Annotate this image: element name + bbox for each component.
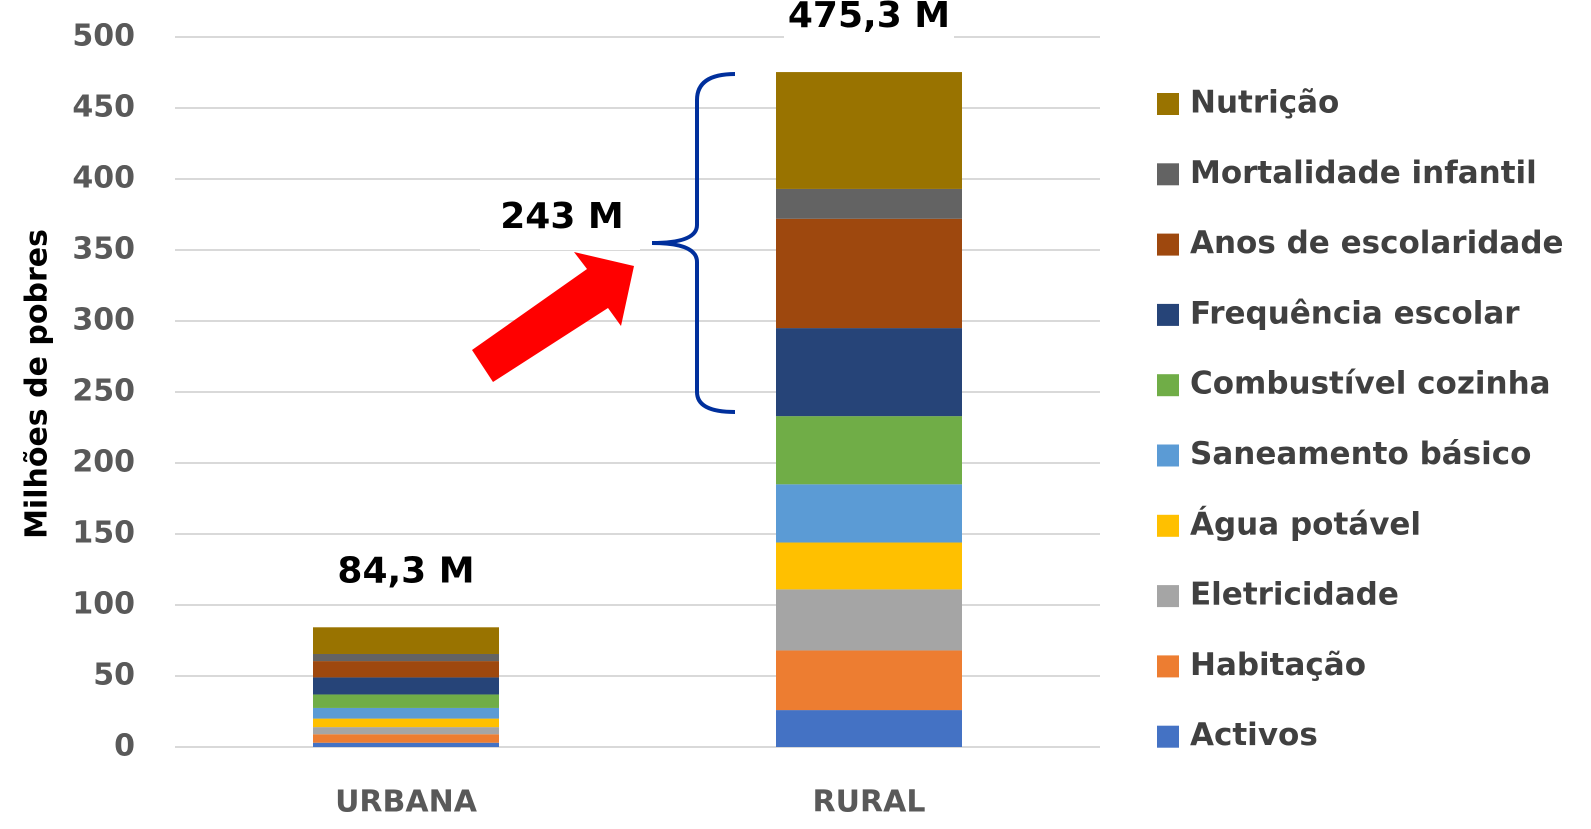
total-label-bg	[784, 0, 954, 48]
bar-segment	[313, 661, 499, 678]
legend-swatch	[1157, 655, 1179, 678]
legend-label: Nutrição	[1190, 85, 1339, 121]
y-tick-label: 450	[72, 90, 135, 125]
bar-segment	[313, 734, 499, 743]
legend-swatch	[1157, 585, 1179, 608]
x-tick-label: URBANA	[335, 785, 478, 820]
y-tick-label: 350	[72, 232, 135, 267]
y-tick-label: 200	[72, 445, 135, 480]
y-tick-label: 100	[72, 587, 135, 622]
annotation-bg	[480, 190, 640, 250]
legend-label: Combustível cozinha	[1190, 366, 1551, 402]
y-tick-label: 250	[72, 374, 135, 409]
bar-segment	[776, 416, 962, 485]
legend-swatch	[1157, 514, 1179, 537]
bar-segment	[776, 650, 962, 711]
y-tick-label: 400	[72, 161, 135, 196]
bar-segment	[776, 542, 962, 590]
y-axis-label: Milhões de pobres	[20, 229, 55, 539]
legend-label: Habitação	[1190, 647, 1366, 683]
bar-segment	[776, 328, 962, 417]
annotation: 243 M	[500, 196, 624, 237]
bar-segment	[313, 694, 499, 708]
bar-segment	[776, 484, 962, 543]
bar-segment	[313, 707, 499, 719]
brace	[651, 72, 736, 414]
legend-swatch	[1157, 444, 1179, 467]
total-label: 84,3 M	[337, 550, 474, 591]
y-tick-label: 0	[114, 729, 135, 764]
bar-segment	[776, 589, 962, 651]
legend-label: Água potável	[1190, 506, 1421, 542]
bar-segment	[776, 710, 962, 747]
legend-swatch	[1157, 374, 1179, 397]
legend-label: Eletricidade	[1190, 577, 1399, 613]
legend-label: Saneamento básico	[1190, 436, 1531, 472]
legend-label: Frequência escolar	[1190, 295, 1520, 331]
bar-segment	[776, 188, 962, 219]
legend-swatch	[1157, 163, 1179, 186]
y-tick-label: 150	[72, 516, 135, 551]
bar-segment	[313, 677, 499, 695]
bar-segment	[313, 727, 499, 735]
legend-swatch	[1157, 233, 1179, 256]
bar-segment	[313, 742, 499, 747]
legend-label: Mortalidade infantil	[1190, 155, 1537, 191]
bar-segment	[776, 72, 962, 189]
y-tick-label: 500	[72, 19, 135, 54]
y-tick-label: 300	[72, 303, 135, 338]
legend-label: Anos de escolaridade	[1190, 225, 1564, 261]
arrow	[472, 252, 634, 382]
legend-swatch	[1157, 303, 1179, 326]
y-tick-label: 50	[93, 658, 135, 693]
legend-label: Activos	[1190, 717, 1318, 753]
bar-segment	[313, 718, 499, 728]
bar-segment	[313, 653, 499, 662]
total-label: 475,3 M	[788, 0, 950, 36]
bar-segment	[776, 218, 962, 329]
x-tick-label: RURAL	[813, 785, 926, 820]
legend-swatch	[1157, 725, 1179, 748]
bar-segment	[313, 627, 499, 654]
total-label-bg	[321, 542, 491, 603]
legend-swatch	[1157, 93, 1179, 115]
